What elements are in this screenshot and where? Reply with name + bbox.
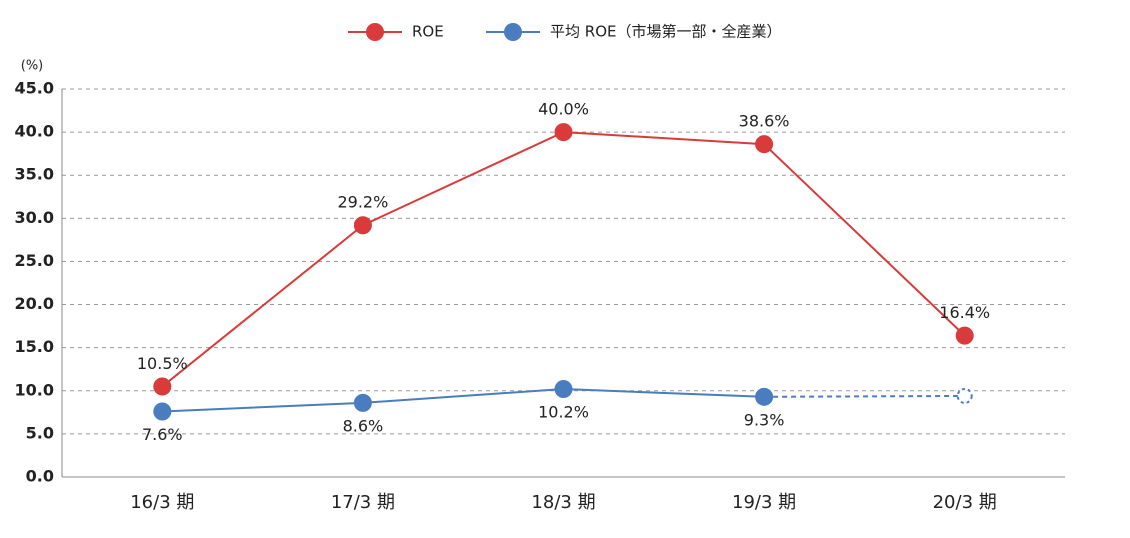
y-tick-label: 10.0 bbox=[15, 380, 54, 399]
legend-label: ROE bbox=[412, 23, 444, 41]
data-label: 7.6% bbox=[142, 425, 183, 444]
legend-marker bbox=[366, 23, 384, 41]
data-label: 9.3% bbox=[744, 410, 785, 429]
point bbox=[153, 377, 172, 396]
point bbox=[956, 387, 973, 404]
x-tick-label: 16/3 期 bbox=[130, 492, 194, 513]
data-label: 29.2% bbox=[337, 193, 388, 212]
point bbox=[955, 326, 974, 345]
data-label: 8.6% bbox=[343, 416, 384, 435]
data-label: 38.6% bbox=[739, 112, 790, 131]
x-tick-label: 17/3 期 bbox=[331, 492, 395, 513]
y-tick-label: 25.0 bbox=[15, 251, 54, 270]
point bbox=[755, 135, 774, 154]
point bbox=[554, 380, 573, 399]
line bbox=[162, 388, 765, 413]
y-tick-label: 20.0 bbox=[15, 294, 54, 313]
y-tick-label: 40.0 bbox=[15, 122, 54, 141]
legend-marker bbox=[504, 23, 522, 41]
point bbox=[153, 402, 172, 421]
point bbox=[755, 387, 774, 406]
data-label: 10.5% bbox=[137, 354, 188, 373]
data-label: 10.2% bbox=[538, 403, 589, 422]
y-tick-label: 30.0 bbox=[15, 208, 54, 227]
y-tick-label: 35.0 bbox=[15, 165, 54, 184]
y-tick-label: 45.0 bbox=[15, 79, 54, 98]
y-unit-label: (%) bbox=[21, 59, 44, 74]
data-label: 16.4% bbox=[939, 303, 990, 322]
x-tick-label: 19/3 期 bbox=[732, 492, 796, 513]
point bbox=[353, 393, 372, 412]
point bbox=[353, 216, 372, 235]
line-dashed bbox=[764, 394, 965, 398]
x-tick-label: 18/3 期 bbox=[531, 492, 595, 513]
legend-label: 平均 ROE（市場第一部・全産業） bbox=[550, 23, 781, 41]
y-tick-label: 15.0 bbox=[15, 337, 54, 356]
data-label: 40.0% bbox=[538, 100, 589, 119]
x-tick-label: 20/3 期 bbox=[933, 492, 997, 513]
y-tick-label: 0.0 bbox=[26, 467, 54, 486]
point bbox=[554, 123, 573, 142]
line bbox=[161, 131, 966, 388]
y-tick-label: 5.0 bbox=[26, 423, 54, 442]
